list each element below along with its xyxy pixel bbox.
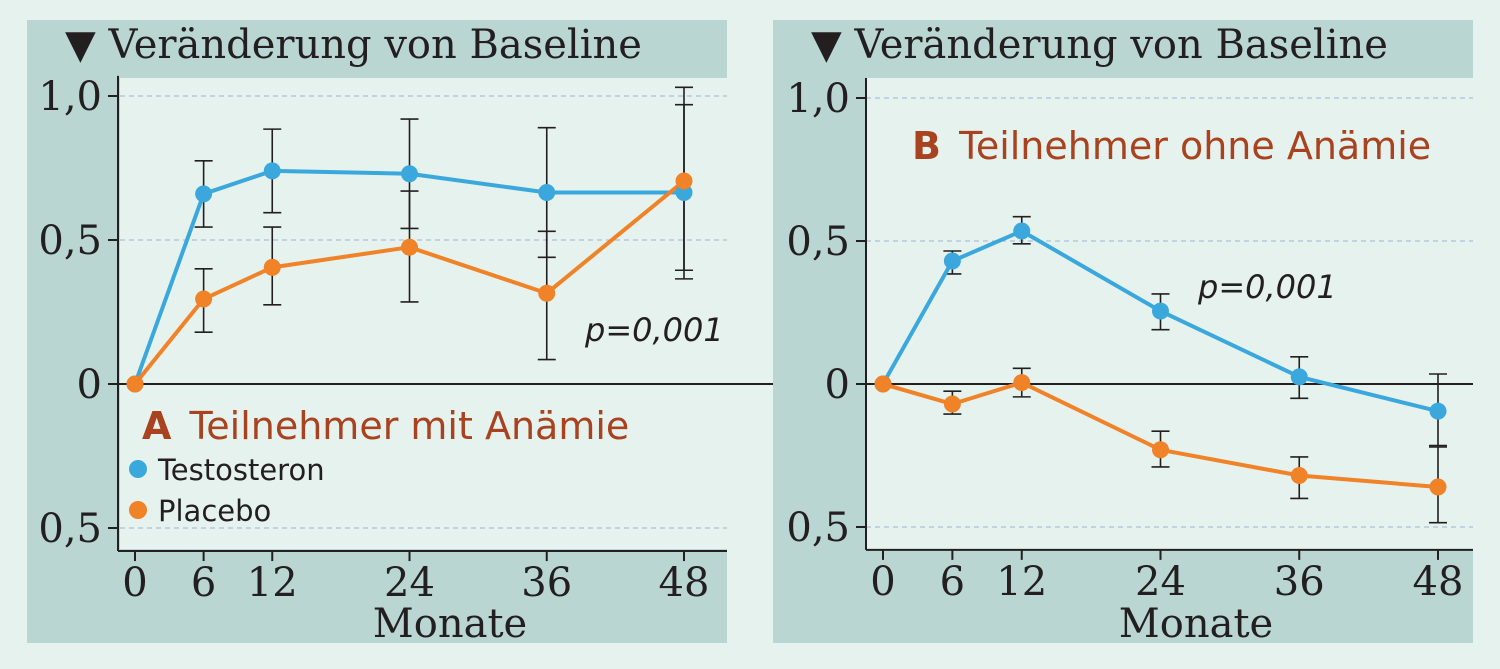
data-point-testosteron (1152, 302, 1169, 320)
panel-a: ▼ Veränderung von Baseline 1,00,500,50 6 1… (27, 20, 775, 647)
y-tick-label: 0,5 (786, 219, 850, 265)
x-tick-label: 6 (191, 560, 216, 606)
y-tick-label: 1,0 (38, 74, 102, 120)
series-line-testosteron (133, 168, 684, 385)
x-tick-label: 48 (1413, 559, 1464, 605)
x-tick-label: 24 (384, 560, 435, 606)
data-point-testosteron (1013, 222, 1031, 240)
data-point-placebo (943, 395, 961, 413)
legend: Testosteron Placebo (129, 453, 325, 528)
data-point-placebo (401, 238, 418, 256)
panel-b-title: B Teilnehmer ohne Anämie (912, 124, 1431, 168)
data-point-placebo (675, 172, 693, 190)
x-tick-label: 48 (659, 560, 710, 606)
data-point-testosteron (1290, 368, 1308, 386)
panel-a-header: ▼ Veränderung von Baseline (65, 22, 642, 68)
legend-label-testosteron: Testosteron (157, 453, 325, 487)
series-line-placebo (882, 380, 1439, 489)
data-point-testosteron (538, 183, 556, 201)
y-tick-label: 0 (825, 362, 850, 408)
y-tick-label: 1,0 (786, 76, 850, 122)
x-tick-label: 0 (122, 560, 147, 606)
panel-a-title: A Teilnehmer mit Anämie (142, 404, 629, 448)
data-point-placebo (1290, 467, 1308, 485)
series-line-placebo (133, 179, 686, 386)
panel-b: ▼ Veränderung von Baseline 1,00,500,50 6 1… (773, 20, 1473, 647)
panel-a-letter: A (142, 404, 172, 448)
panel-b-p-value: p=0,001 (1197, 268, 1337, 306)
panel-a-p-value: p=0,001 (584, 311, 724, 349)
x-tick-label: 36 (1274, 559, 1325, 605)
data-point-placebo (874, 375, 892, 393)
y-tick-label: 0,5 (38, 218, 102, 264)
legend-marker-testosteron (129, 460, 147, 478)
panel-b-grid (866, 97, 1473, 528)
x-tick-label: 0 (870, 559, 895, 605)
x-tick-label: 12 (247, 560, 298, 606)
panel-b-axes: 1,00,500,50 6 12 24 36 48 (786, 76, 1473, 605)
series-line-testosteron (881, 228, 1439, 414)
legend-marker-placebo (129, 501, 147, 519)
panel-a-grid (120, 95, 727, 529)
data-point-placebo (1013, 374, 1031, 392)
panel-b-series (874, 215, 1447, 524)
x-tick-label: 6 (940, 559, 965, 605)
x-tick-label: 24 (1135, 559, 1186, 605)
data-point-placebo (263, 258, 281, 276)
panel-a-axes: 1,00,500,50 6 12 24 36 48 (38, 74, 775, 606)
panel-a-x-axis-label: Monate (373, 601, 527, 647)
data-point-placebo (1152, 441, 1169, 459)
data-point-placebo (126, 375, 144, 393)
panel-b-letter: B (912, 124, 941, 168)
x-tick-label: 12 (996, 559, 1047, 605)
data-point-testosteron (263, 162, 281, 180)
data-point-placebo (195, 290, 213, 308)
y-tick-label: 0,5 (38, 506, 102, 552)
y-tick-label: 0 (77, 362, 102, 408)
panel-a-title-text: Teilnehmer mit Anämie (189, 404, 630, 448)
panel-b-x-axis-label: Monate (1119, 601, 1273, 647)
x-tick-label: 36 (521, 560, 572, 606)
panel-b-title-text: Teilnehmer ohne Anämie (958, 124, 1431, 168)
data-point-testosteron (1429, 402, 1447, 420)
y-tick-label: 0,5 (786, 505, 850, 551)
data-point-testosteron (195, 185, 213, 203)
data-point-placebo (538, 284, 556, 302)
panel-a-series (126, 86, 693, 393)
panel-a-plot-area (120, 78, 727, 549)
data-point-placebo (1429, 478, 1447, 496)
data-point-testosteron (943, 252, 961, 270)
data-point-testosteron (401, 165, 418, 183)
panel-b-header: ▼ Veränderung von Baseline (811, 22, 1388, 68)
legend-label-placebo: Placebo (158, 494, 271, 528)
